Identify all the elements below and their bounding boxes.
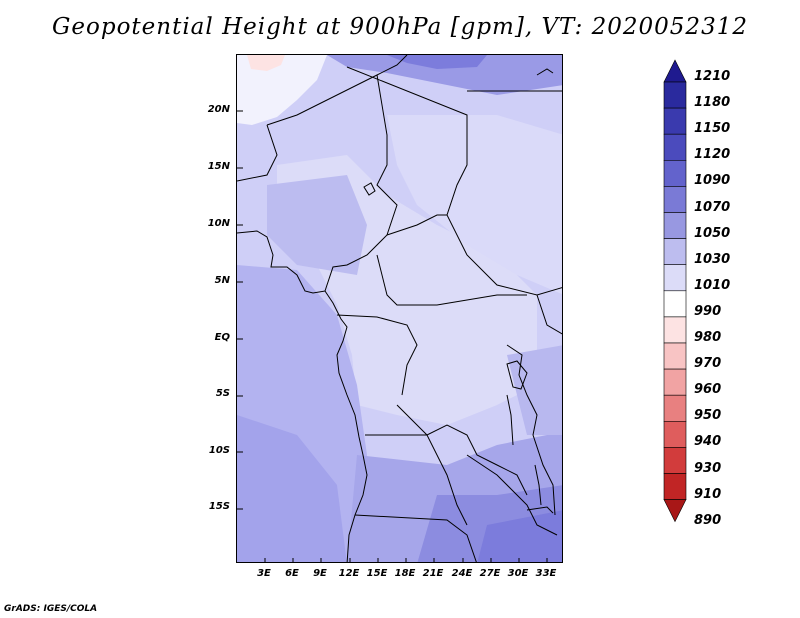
colorbar-cell	[663, 394, 687, 422]
colorbar-label: 990	[694, 303, 722, 319]
colorbar-cell	[663, 81, 687, 109]
colorbar-cell	[663, 160, 687, 187]
lon-label-9e: 9E	[313, 568, 327, 579]
nile-delta	[536, 68, 554, 76]
colorbar-cell	[663, 264, 687, 292]
colorbar-label: 940	[694, 434, 722, 450]
colorbar-label: 1010	[694, 277, 731, 293]
lon-label-33e: 33E	[535, 568, 557, 579]
colorbar-label: 1090	[694, 173, 731, 189]
colorbar-cell	[663, 212, 687, 239]
border-south-sudan	[536, 294, 562, 335]
height-field-east-africa	[507, 345, 562, 435]
height-field-north-core	[387, 55, 487, 69]
colorbar-label: 970	[694, 356, 722, 372]
border-east-lakes	[506, 344, 556, 516]
height-field-south-core	[477, 510, 562, 562]
lon-label-24e: 24E	[451, 568, 473, 579]
border-car-south	[376, 254, 527, 306]
colorbar-cell	[663, 316, 687, 344]
colorbar-label: 1030	[694, 251, 731, 267]
height-field-reddish-patch	[247, 55, 285, 71]
height-field-north-band	[327, 55, 562, 95]
lat-label-5n: 5N	[214, 275, 230, 286]
lat-label-20n: 20N	[207, 104, 230, 115]
grads-credit: GrADS: IGES/COLA	[4, 604, 98, 614]
colorbar-cell	[663, 238, 687, 266]
border-algeria-niger	[266, 55, 408, 126]
colorbar-label: 890	[694, 512, 722, 528]
colorbar-cell	[663, 447, 687, 474]
lake-tanganyika	[506, 394, 514, 446]
plot-title: Geopotential Height at 900hPa [gpm], VT:…	[52, 14, 748, 40]
lon-label-12e: 12E	[338, 568, 360, 579]
colorbar-label: 930	[694, 460, 722, 476]
map-panel	[236, 54, 563, 563]
border-congo-gabon	[336, 314, 418, 396]
lat-label-10s: 10S	[208, 445, 230, 456]
height-field-west-africa	[267, 175, 367, 275]
colorbar	[663, 59, 687, 523]
colorbar-cell	[663, 420, 687, 448]
border-niger-nigeria	[324, 74, 398, 292]
lake-chad	[363, 182, 376, 196]
lake-malawi	[534, 464, 542, 506]
lon-label-6e: 6E	[285, 568, 299, 579]
lake-victoria	[506, 360, 528, 390]
lon-label-15e: 15E	[366, 568, 388, 579]
border-angola-zambia	[365, 434, 468, 526]
colorbar-cell	[663, 186, 687, 213]
border-drc-angola	[396, 404, 528, 496]
lat-label-10n: 10N	[207, 218, 230, 229]
colorbar-cell	[663, 473, 687, 500]
height-field-northeast-land	[387, 115, 562, 295]
map-canvas	[237, 55, 562, 562]
colorbar-cell	[663, 368, 687, 396]
colorbar-label: 1070	[694, 199, 731, 215]
colorbar-label: 1210	[694, 69, 731, 84]
colorbar-cap-top	[663, 59, 687, 83]
border-zambia-zim	[466, 454, 558, 536]
colorbar-cell	[663, 342, 687, 370]
height-field-southwest	[237, 415, 347, 562]
border-mali	[237, 124, 278, 182]
colorbar-cell	[663, 107, 687, 135]
height-field-low-northwest	[237, 55, 327, 125]
colorbar-label: 980	[694, 330, 722, 345]
colorbar-label: 1050	[694, 225, 731, 241]
colorbar-label: 950	[694, 408, 722, 424]
colorbar-cap-bottom	[663, 499, 687, 523]
west-coastline	[237, 230, 368, 562]
colorbar-cell	[663, 133, 687, 161]
colorbar-label: 910	[694, 486, 722, 502]
lon-label-3e: 3E	[257, 568, 271, 579]
lon-label-30e: 30E	[507, 568, 529, 579]
boundaries	[237, 55, 562, 562]
lon-label-18e: 18E	[394, 568, 416, 579]
colorbar-cell	[663, 290, 687, 318]
border-chad-car	[386, 214, 447, 236]
colorbar-label: 960	[694, 382, 722, 398]
lat-label-15s: 15S	[208, 501, 230, 512]
lon-label-21e: 21E	[422, 568, 444, 579]
colorbar-label: 1150	[694, 121, 731, 137]
lat-label-15n: 15N	[207, 161, 230, 172]
lat-label-eq: EQ	[214, 332, 230, 343]
lat-label-5s: 5S	[215, 388, 230, 399]
colorbar-label: 1180	[694, 95, 731, 111]
colorbar-label: 1120	[694, 147, 731, 163]
border-namibia	[354, 514, 477, 562]
zambezi-shore	[526, 506, 554, 514]
colorbar-cells	[663, 59, 687, 523]
axis-ticks	[237, 110, 548, 562]
lon-label-27e: 27E	[479, 568, 501, 579]
